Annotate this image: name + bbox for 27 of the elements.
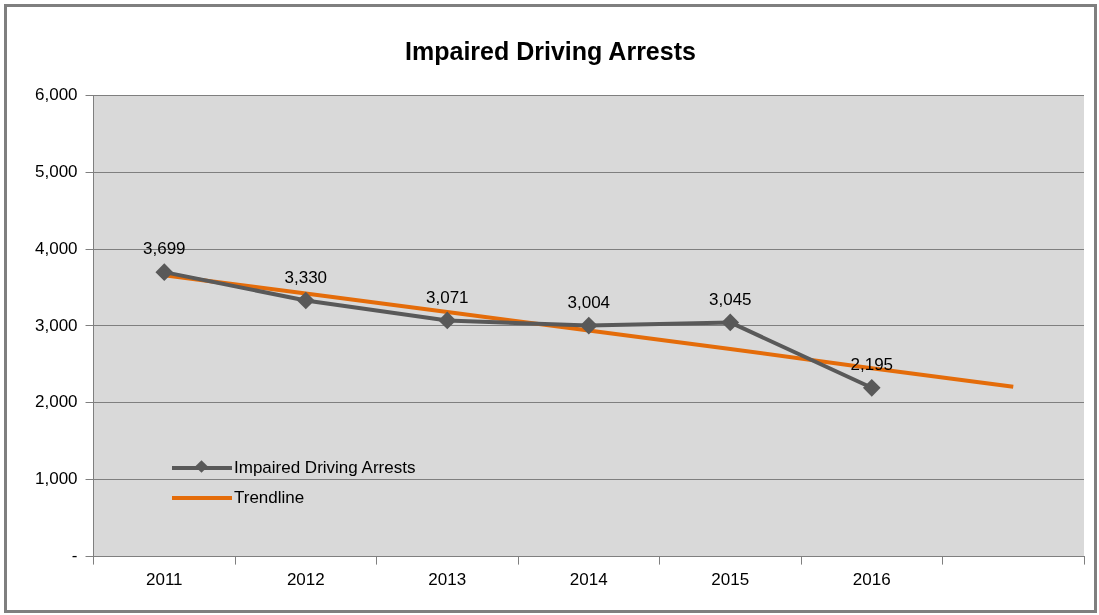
y-tick-label: 1,000 xyxy=(34,469,78,489)
legend-label: Trendline xyxy=(234,488,305,508)
x-tick-label: 2013 xyxy=(428,570,467,590)
y-tick-label: 5,000 xyxy=(34,161,78,181)
point xyxy=(156,264,173,281)
point xyxy=(863,379,880,396)
chart-title: Impaired Driving Arrests xyxy=(404,37,697,66)
y-tick-label: 2,000 xyxy=(34,392,78,412)
x-tick-label: 2012 xyxy=(286,570,325,590)
x-tick-label: 2014 xyxy=(569,570,608,590)
point xyxy=(297,292,314,309)
point xyxy=(439,312,456,329)
y-tick-label: 4,000 xyxy=(34,238,78,258)
x-tick-label: 2011 xyxy=(146,570,183,590)
data-label: 3,004 xyxy=(567,292,611,312)
legend-label: Impaired Driving Arrests xyxy=(234,458,416,478)
data-label: 3,071 xyxy=(426,287,469,307)
y-tick-label: - xyxy=(71,546,78,566)
x-tick-label: 2016 xyxy=(852,570,891,590)
point xyxy=(580,317,597,334)
point xyxy=(722,314,739,331)
y-tick-label: 6,000 xyxy=(34,84,78,104)
data-label: 3,045 xyxy=(708,289,752,309)
x-tick-label: 2015 xyxy=(711,570,750,590)
data-label: 3,330 xyxy=(284,267,328,287)
data-label: 3,699 xyxy=(143,239,186,259)
y-tick-label: 3,000 xyxy=(34,315,78,335)
